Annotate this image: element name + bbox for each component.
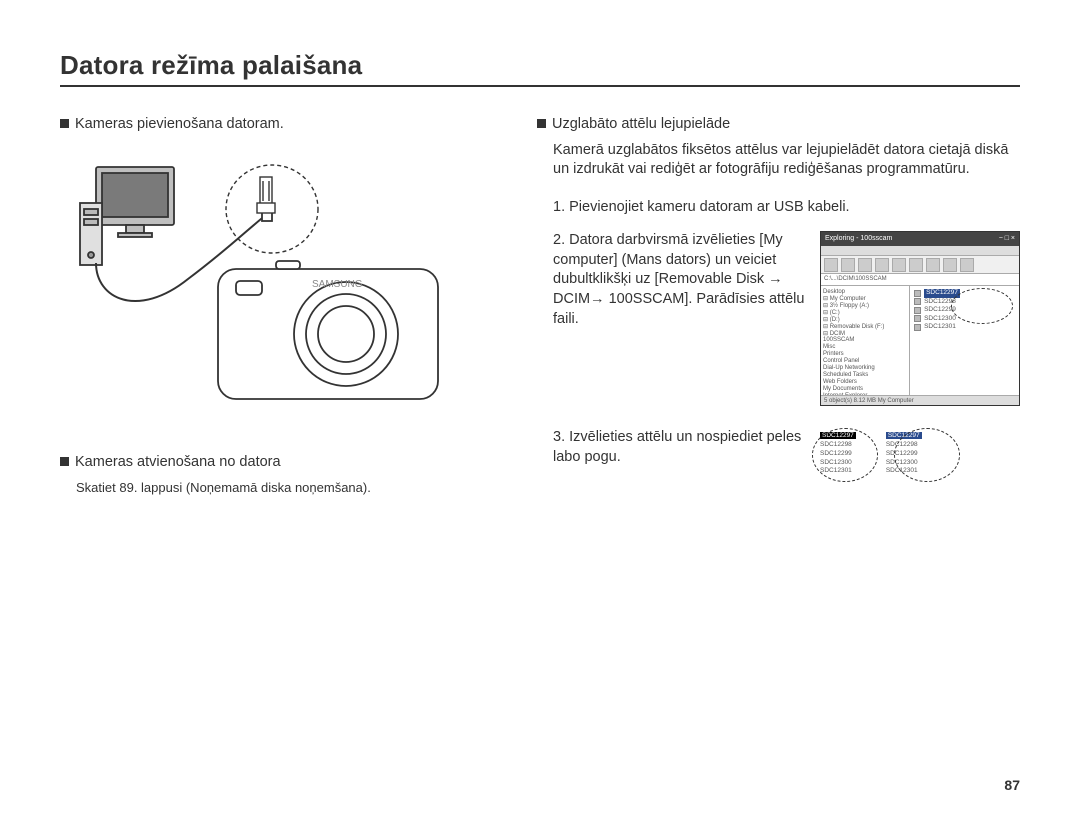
explorer-window-title: Exploring - 100sscam [825, 234, 892, 244]
file-item: SDC12300 [914, 315, 1015, 323]
tree-item: ⊟ My Computer [823, 296, 907, 303]
file-label: SDC12300 [886, 459, 922, 468]
explorer-menubar [821, 246, 1019, 256]
explorer-address-bar: C:\...\DCIM\100SSCAM [821, 274, 1019, 286]
file-label: SDC12301 [820, 467, 856, 476]
step-3-text: 3. Izvēlieties attēlu un nospiediet pele… [553, 428, 808, 467]
tree-item: Printers [823, 351, 907, 358]
section-connect-camera: Kameras pievienošana datoram. [60, 115, 497, 135]
file-item: SDC12297 [914, 289, 1015, 297]
tree-item: Desktop [823, 289, 907, 296]
file-icon [914, 324, 921, 331]
toolbar-paste-icon [909, 258, 923, 272]
file-label: SDC12299 [924, 306, 956, 314]
file-icon [914, 298, 921, 305]
file-label: SDC12298 [886, 441, 922, 450]
tree-item: ⊟ DCIM [823, 331, 907, 338]
explorer-tree-pane: Desktop⊟ My Computer ⊟ 3½ Floppy (A:) ⊟ … [821, 286, 910, 405]
explorer-status-bar: 5 object(s) 8.12 MB My Computer [821, 395, 1019, 405]
bullet-icon [60, 457, 69, 466]
page-number: 87 [1004, 777, 1020, 793]
toolbar-forward-icon [841, 258, 855, 272]
toolbar-delete-icon [943, 258, 957, 272]
explorer-file-list: SDC12297SDC12298SDC12299SDC12300SDC12301 [910, 286, 1019, 405]
tree-item: ⊟ (D:) [823, 317, 907, 324]
camera-brand-label: SAMSUNG [312, 279, 363, 290]
section-disconnect-camera: Kameras atvienošana no datora [60, 453, 497, 473]
file-label: SDC12300 [924, 315, 956, 323]
tree-item: Dial-Up Networking [823, 365, 907, 372]
download-intro-text: Kamerā uzglabātos fiksētos attēlus var l… [553, 141, 1020, 180]
file-label: SDC12299 [820, 450, 856, 459]
file-label: SDC12301 [886, 467, 922, 476]
tree-item: Scheduled Tasks [823, 372, 907, 379]
file-list-right: SDC12297SDC12298SDC12299SDC12300SDC12301 [886, 432, 922, 502]
file-label: SDC12297 [924, 289, 960, 297]
file-label: SDC12297 [886, 432, 922, 441]
file-label: SDC12299 [886, 450, 922, 459]
step-1: 1. Pievienojiet kameru datoram ar USB ka… [553, 198, 1020, 218]
left-column: Kameras pievienošana datoram. [60, 115, 497, 502]
file-icon [914, 315, 921, 322]
file-item: SDC12301 [914, 323, 1015, 331]
toolbar-copy-icon [892, 258, 906, 272]
disconnect-note: Skatiet 89. lappusi (Noņemamā diska noņe… [76, 479, 497, 497]
file-list-left: SDC12297SDC12298SDC12299SDC12300SDC12301 [820, 432, 856, 502]
file-icon [914, 290, 921, 297]
tree-item: ⊟ 3½ Floppy (A:) [823, 303, 907, 310]
file-label: SDC12298 [820, 441, 856, 450]
camera-connection-diagram: SAMSUNG [78, 159, 458, 419]
tree-item: Misc [823, 344, 907, 351]
explorer-titlebar: Exploring - 100sscam − □ × [821, 232, 1019, 246]
toolbar-up-icon [858, 258, 872, 272]
page-title: Datora režīma palaišana [60, 50, 1020, 87]
step-2-text: 2. Datora darbvirsmā izvēlieties [My com… [553, 231, 808, 329]
tree-item: Web Folders [823, 379, 907, 386]
file-label: SDC12297 [820, 432, 856, 441]
toolbar-undo-icon [926, 258, 940, 272]
file-label: SDC12298 [924, 298, 956, 306]
right-column: Uzglabāto attēlu lejupielāde Kamerā uzgl… [537, 115, 1020, 502]
explorer-toolbar [821, 256, 1019, 274]
window-controls: − □ × [999, 234, 1015, 244]
file-icon [914, 307, 921, 314]
two-column-layout: Kameras pievienošana datoram. [60, 115, 1020, 502]
toolbar-cut-icon [875, 258, 889, 272]
tree-item: 100SSCAM [823, 337, 907, 344]
file-label: SDC12301 [924, 323, 956, 331]
bullet-icon [537, 119, 546, 128]
section-title: Kameras atvienošana no datora [75, 453, 281, 473]
section-title: Kameras pievienošana datoram. [75, 115, 284, 135]
tree-item: ⊟ (C:) [823, 310, 907, 317]
file-label: SDC12300 [820, 459, 856, 468]
bullet-icon [60, 119, 69, 128]
section-title: Uzglabāto attēlu lejupielāde [552, 115, 730, 135]
tree-item: My Documents [823, 386, 907, 393]
tree-item: ⊟ Removable Disk (F:) [823, 324, 907, 331]
tree-item: Control Panel [823, 358, 907, 365]
section-download-images: Uzglabāto attēlu lejupielāde [537, 115, 1020, 135]
step-3-row: 3. Izvēlieties attēlu un nospiediet pele… [553, 428, 1020, 502]
step-2-row: 2. Datora darbvirsmā izvēlieties [My com… [553, 231, 1020, 406]
toolbar-views-icon [960, 258, 974, 272]
file-item: SDC12298 [914, 298, 1015, 306]
file-selection-screenshot: SDC12297SDC12298SDC12299SDC12300SDC12301… [820, 432, 1020, 502]
explorer-screenshot: Exploring - 100sscam − □ × C:\...\DCIM\1… [820, 231, 1020, 406]
toolbar-back-icon [824, 258, 838, 272]
file-item: SDC12299 [914, 306, 1015, 314]
